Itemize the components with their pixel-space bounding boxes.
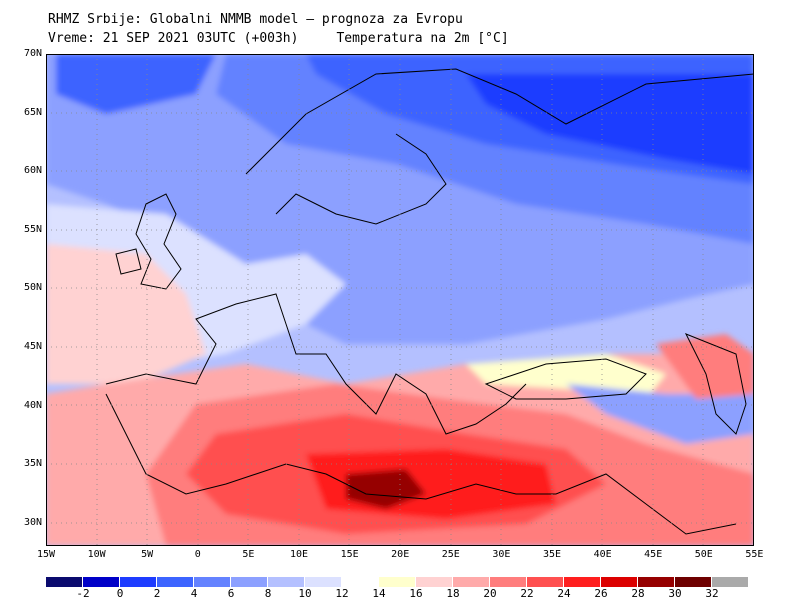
legend-swatch [342,577,378,587]
lon-label: 40E [593,549,612,560]
lon-label: 5W [141,549,154,560]
legend-tick: 6 [227,587,235,600]
legend-swatch [268,577,304,587]
legend-tick: 10 [298,587,312,600]
lat-label: 70N [23,48,42,59]
coastline-north-africa [105,393,737,535]
coastlines [105,68,754,535]
legend-swatch [712,577,748,587]
legend-swatch [638,577,674,587]
lon-label: 45E [644,549,663,560]
lat-label: 50N [23,282,42,294]
legend-swatch [416,577,452,587]
color-legend [46,577,758,587]
legend-tick: 24 [557,587,571,600]
legend-swatch [305,577,341,587]
legend-swatch [453,577,489,587]
coastline-black-sea [484,358,647,400]
lat-label: 30N [23,516,42,528]
legend-tick: 4 [190,587,198,600]
coastline-ireland [115,248,142,275]
lon-label: 55E [745,549,764,560]
legend-tick: 0 [116,587,124,600]
lon-label: 20E [391,549,410,560]
legend-tick: 2 [153,587,161,600]
legend-swatch [120,577,156,587]
coastline-caspian [684,333,747,435]
lon-label: 5E [242,549,255,560]
legend-tick: 30 [668,587,682,600]
lon-label: 10W [87,549,106,560]
legend-tick: 18 [446,587,460,600]
lon-label: 25E [441,549,460,560]
legend-tick: 14 [372,587,386,600]
legend-swatch [564,577,600,587]
legend-swatch [379,577,415,587]
lat-label: 55N [23,223,42,235]
lon-label: 15E [340,549,359,560]
lat-lon-grid [46,54,754,546]
legend-tick: 20 [483,587,497,600]
legend-tick: 16 [409,587,423,600]
legend-swatch [83,577,119,587]
coastline-scandinavia [245,68,754,175]
lon-label: 15W [36,549,56,560]
lat-label: 65N [23,106,42,118]
legend-swatch [46,577,82,587]
lon-label: 35E [542,549,562,560]
legend-tick: 8 [264,587,272,600]
map-title: RHMZ Srbije: Globalni NMMB model — progn… [48,12,463,27]
legend-tick: 28 [631,587,645,600]
legend-tick: 32 [705,587,719,600]
lon-label: 50E [694,549,713,560]
legend-tick: 12 [335,587,349,600]
coastline-south-europe [105,293,527,435]
lon-label: 0 [194,549,201,560]
map-header: RHMZ Srbije: Globalni NMMB model — progn… [48,10,509,48]
legend-swatch [601,577,637,587]
legend-swatch [490,577,526,587]
lat-label: 60N [23,165,42,177]
map-frame [46,54,754,546]
lat-label: 40N [23,399,42,411]
legend-swatch [157,577,193,587]
legend-tick: -2 [76,587,90,600]
coastline-baltic [275,133,447,225]
map-canvas [46,54,754,546]
legend-swatch [194,577,230,587]
temperature-contours [46,54,754,546]
temperature-map [46,54,754,546]
forecast-time: Vreme: 21 SEP 2021 03UTC (+003h) [48,31,299,46]
lon-label: 30E [492,549,511,560]
legend-swatch [527,577,563,587]
legend-tick: 26 [594,587,608,600]
map-subtitle: Vreme: 21 SEP 2021 03UTC (+003h) Temperat… [48,29,509,48]
lat-label: 45N [23,341,42,352]
legend-swatch [231,577,267,587]
legend-tick: 22 [520,587,534,600]
field-name: Temperatura na 2m [°C] [336,31,509,46]
lon-label: 10E [289,549,309,560]
lat-label: 35N [23,458,42,470]
legend-swatch [675,577,711,587]
coastline-britain [135,193,182,290]
